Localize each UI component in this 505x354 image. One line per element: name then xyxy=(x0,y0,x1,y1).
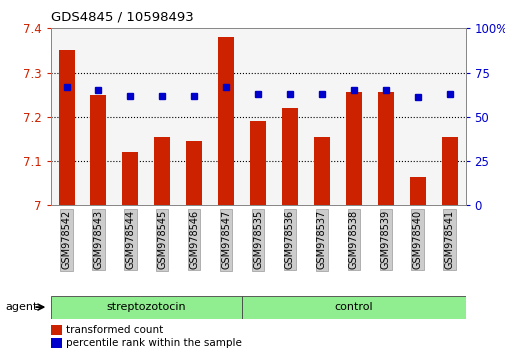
Text: transformed count: transformed count xyxy=(66,325,163,335)
Bar xyxy=(441,137,457,205)
Bar xyxy=(90,95,106,205)
Bar xyxy=(345,92,361,205)
Bar xyxy=(249,121,266,205)
Bar xyxy=(59,51,74,205)
Bar xyxy=(122,152,138,205)
Text: control: control xyxy=(334,302,372,312)
Bar xyxy=(377,92,393,205)
Bar xyxy=(281,108,297,205)
Bar xyxy=(409,177,425,205)
Bar xyxy=(313,137,329,205)
Bar xyxy=(218,37,234,205)
Bar xyxy=(186,141,202,205)
Text: streptozotocin: streptozotocin xyxy=(107,302,186,312)
Text: agent: agent xyxy=(5,302,37,312)
FancyBboxPatch shape xyxy=(241,296,465,319)
Bar xyxy=(154,137,170,205)
Text: percentile rank within the sample: percentile rank within the sample xyxy=(66,338,241,348)
Text: GDS4845 / 10598493: GDS4845 / 10598493 xyxy=(50,10,193,23)
FancyBboxPatch shape xyxy=(50,296,241,319)
